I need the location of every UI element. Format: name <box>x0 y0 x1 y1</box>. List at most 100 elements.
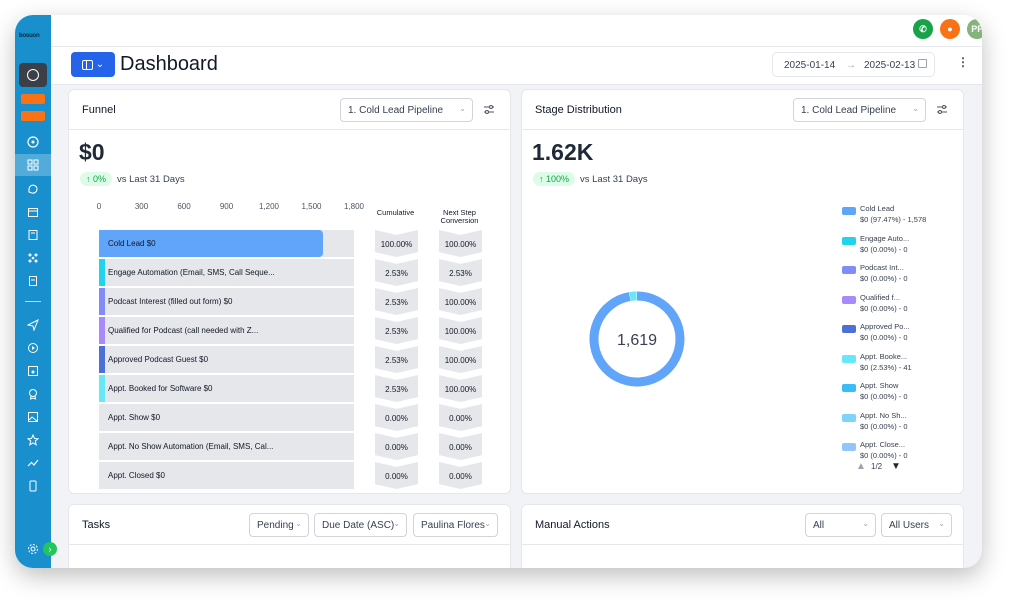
tasks-user-select[interactable]: Paulina Flores ⌄ <box>413 513 498 537</box>
sidebar: bosuon <box>15 15 51 568</box>
funnel-row[interactable]: Appt. Show $0 <box>99 404 354 431</box>
funnel-row[interactable]: Appt. Booked for Software $0 <box>99 375 354 402</box>
sidebar-badge-2[interactable] <box>21 111 45 121</box>
chevron-down-icon: ⌄ <box>862 519 869 528</box>
funnel-row-label: Appt. Show $0 <box>108 413 161 422</box>
stage-total: 1.62K <box>532 139 594 165</box>
legend-stage-value: $0 (0.00%) - 0 <box>860 303 908 313</box>
automation-icon[interactable] <box>25 340 41 356</box>
layout-icon <box>81 59 93 70</box>
funnel-row-label: Approved Podcast Guest $0 <box>108 355 209 364</box>
funnel-next-step-cell: 100.00% <box>444 385 477 394</box>
media-icon[interactable] <box>25 409 41 425</box>
settings-icon[interactable] <box>25 541 41 557</box>
stage-title: Stage Distribution <box>535 104 622 116</box>
funnel-vs-label: vs Last 31 Days <box>117 174 185 185</box>
phone-icon[interactable]: ✆ <box>913 19 933 39</box>
funnel-row[interactable]: Podcast Interest (filled out form) $0 <box>99 288 354 315</box>
app-logo: bosuon <box>19 33 40 39</box>
funnel-row[interactable]: Appt. Closed $0 <box>99 462 354 489</box>
conversations-icon[interactable] <box>25 181 41 197</box>
legend-next-icon[interactable]: ▼ <box>891 461 901 472</box>
legend-swatch <box>842 413 856 422</box>
account-switcher[interactable] <box>19 63 47 87</box>
reporting-icon[interactable] <box>25 455 41 471</box>
funnel-title: Funnel <box>82 104 116 116</box>
sidebar-divider <box>25 301 41 302</box>
funnel-bar <box>99 346 105 373</box>
legend-stage-name: Appt. Booke... <box>860 351 908 361</box>
legend-stage-name: Engage Auto... <box>860 233 910 243</box>
funnel-row[interactable]: Qualified for Podcast (call needed with … <box>99 317 354 344</box>
stage-card-header: Stage Distribution 1. Cold Lead Pipeline… <box>522 90 963 130</box>
next-step-header: Next Step Conversion <box>437 209 482 225</box>
legend-swatch <box>842 325 856 333</box>
launchpad-icon[interactable] <box>25 134 41 150</box>
funnel-cumulative-cell: 2.53% <box>385 385 408 394</box>
dashboard-icon[interactable] <box>25 157 41 173</box>
legend-page-label: 1/2 <box>871 462 883 471</box>
stage-distribution-card: Stage Distribution 1. Cold Lead Pipeline… <box>521 89 964 494</box>
sites-icon[interactable] <box>25 363 41 379</box>
funnel-bar <box>99 288 105 315</box>
funnel-row-label: Podcast Interest (filled out form) $0 <box>108 297 233 306</box>
contacts-icon[interactable] <box>25 227 41 243</box>
legend-stage-name: Appt. Show <box>860 381 899 390</box>
legend-stage-value: $0 (0.00%) - 0 <box>860 451 908 460</box>
funnel-row-label: Qualified for Podcast (call needed with … <box>108 326 259 335</box>
donut-center-label: 1,619 <box>617 332 657 349</box>
funnel-cumulative-cell: 2.53% <box>385 269 408 278</box>
legend-prev-icon[interactable]: ▲ <box>856 461 866 472</box>
chevron-down-icon: ⌄ <box>393 519 400 528</box>
opportunities-icon[interactable] <box>25 250 41 266</box>
chevron-down-icon: ⌄ <box>938 519 945 528</box>
funnel-row-label: Engage Automation (Email, SMS, Call Sequ… <box>108 268 275 277</box>
app-marketplace-icon[interactable] <box>25 478 41 494</box>
funnel-next-step-cell: 0.00% <box>449 443 472 452</box>
date-range-picker[interactable]: 2025-01-14 → 2025-02-13 <box>772 52 935 77</box>
memberships-icon[interactable] <box>25 386 41 402</box>
legend-stage-name: Approved Po... <box>860 322 910 331</box>
sidebar-active-indicator <box>15 154 51 176</box>
funnel-axis-tick: 0 <box>96 202 102 211</box>
tasks-sort-select[interactable]: Due Date (ASC) ⌄ <box>314 513 407 537</box>
funnel-row[interactable]: Engage Automation (Email, SMS, Call Sequ… <box>99 259 354 286</box>
cumulative-header: Cumulative <box>376 208 415 217</box>
legend-stage-name: Cold Lead <box>860 204 895 213</box>
funnel-row-label: Appt. Closed $0 <box>108 471 165 480</box>
funnel-pipeline-select[interactable]: 1. Cold Lead Pipeline ⌄ <box>340 98 473 122</box>
stage-pipeline-select[interactable]: 1. Cold Lead Pipeline ⌄ <box>793 98 926 122</box>
funnel-row[interactable]: Approved Podcast Guest $0 <box>99 346 354 373</box>
donut-arcs <box>589 291 685 387</box>
notification-bell-icon[interactable]: ● <box>940 19 960 39</box>
more-options-icon[interactable]: ⋮ <box>957 55 969 69</box>
legend-stage-value: $0 (97.47%) - 1,578 <box>860 215 927 224</box>
donut-slice[interactable] <box>589 291 685 387</box>
expand-sidebar-icon[interactable]: › <box>43 542 57 556</box>
funnel-row[interactable]: Appt. No Show Automation (Email, SMS, Ca… <box>99 433 354 460</box>
payments-icon[interactable] <box>25 273 41 289</box>
select-value: Pending <box>257 520 294 531</box>
funnel-next-step-cell: 2.53% <box>449 269 472 278</box>
next-step-line-1: Next Step <box>443 208 476 217</box>
reputation-icon[interactable] <box>25 432 41 448</box>
legend-stage-value: $0 (0.00%) - 0 <box>860 392 908 401</box>
filter-settings-icon[interactable] <box>482 103 496 117</box>
marketing-icon[interactable] <box>25 317 41 333</box>
legend-stage-name: Qualified f... <box>860 292 901 302</box>
manual-users-select[interactable]: All Users ⌄ <box>881 513 952 537</box>
tasks-status-select[interactable]: Pending ⌄ <box>249 513 309 537</box>
dashboard-switcher-button[interactable]: ⌄ <box>71 52 115 77</box>
funnel-cumulative-cell: 0.00% <box>385 443 408 452</box>
tasks-title: Tasks <box>82 519 111 531</box>
sidebar-badge-1[interactable] <box>21 94 45 104</box>
avatar[interactable]: PF <box>967 19 982 39</box>
manual-filter-select[interactable]: All ⌄ <box>805 513 876 537</box>
funnel-next-step-cell: 0.00% <box>449 414 472 423</box>
stage-vs-label: vs Last 31 Days <box>580 174 648 185</box>
funnel-bar <box>99 230 323 257</box>
funnel-row[interactable]: Cold Lead $0 <box>99 230 354 257</box>
donut-slice[interactable] <box>629 291 637 301</box>
filter-settings-icon[interactable] <box>935 103 949 117</box>
calendar-icon[interactable] <box>25 204 41 220</box>
